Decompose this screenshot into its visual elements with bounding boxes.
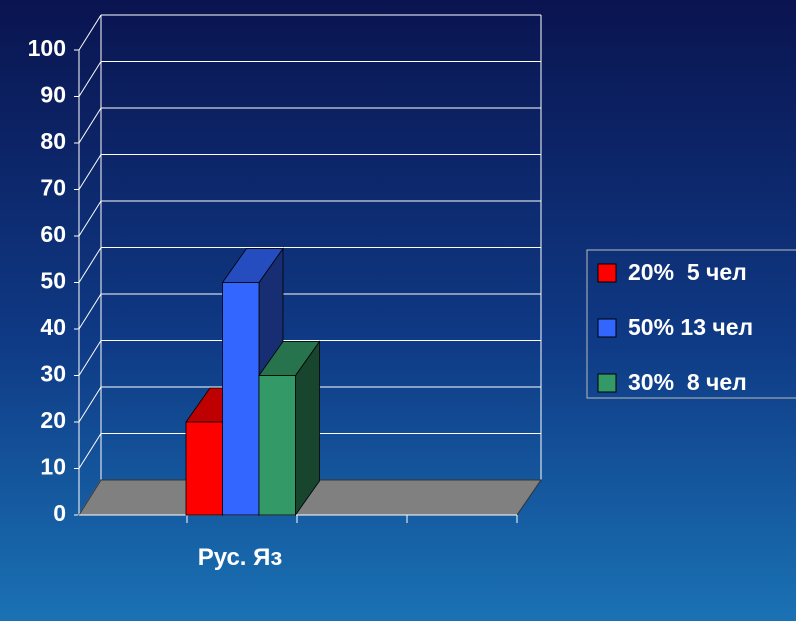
bar	[258, 375, 296, 516]
legend-swatch	[597, 318, 617, 338]
y-tick-label: 10	[40, 454, 66, 480]
y-tick-label: 50	[40, 268, 66, 294]
grid-line	[78, 61, 102, 97]
y-tick-label: 20	[40, 407, 66, 433]
y-tick-label: 30	[40, 361, 66, 387]
grid-line	[78, 154, 102, 190]
y-tick-label: 60	[40, 221, 66, 247]
y-tick-label: 90	[40, 82, 66, 108]
grid-line	[78, 340, 102, 376]
grid-line	[78, 433, 102, 469]
legend-box	[586, 249, 796, 399]
y-tick-label: 100	[28, 35, 66, 61]
y-tick-label: 80	[40, 128, 66, 154]
legend-swatch	[597, 263, 617, 283]
grid-line	[78, 200, 102, 237]
bar	[222, 282, 260, 516]
y-tick-label: 70	[40, 175, 66, 201]
y-tick-label: 0	[53, 500, 66, 526]
grid-line	[78, 107, 102, 144]
legend-label: 50% 13 чел	[628, 314, 753, 340]
grid-line	[78, 247, 102, 283]
grid-line	[78, 386, 102, 423]
legend-swatch	[597, 373, 617, 393]
legend-label: 20% 5 чел	[628, 259, 747, 285]
x-tick-label: Рус. Яз	[197, 544, 283, 571]
y-tick-label: 40	[40, 314, 66, 340]
grid-line	[78, 14, 102, 51]
grid-line	[78, 293, 102, 330]
legend-label: 30% 8 чел	[628, 369, 747, 395]
bar	[185, 421, 223, 516]
